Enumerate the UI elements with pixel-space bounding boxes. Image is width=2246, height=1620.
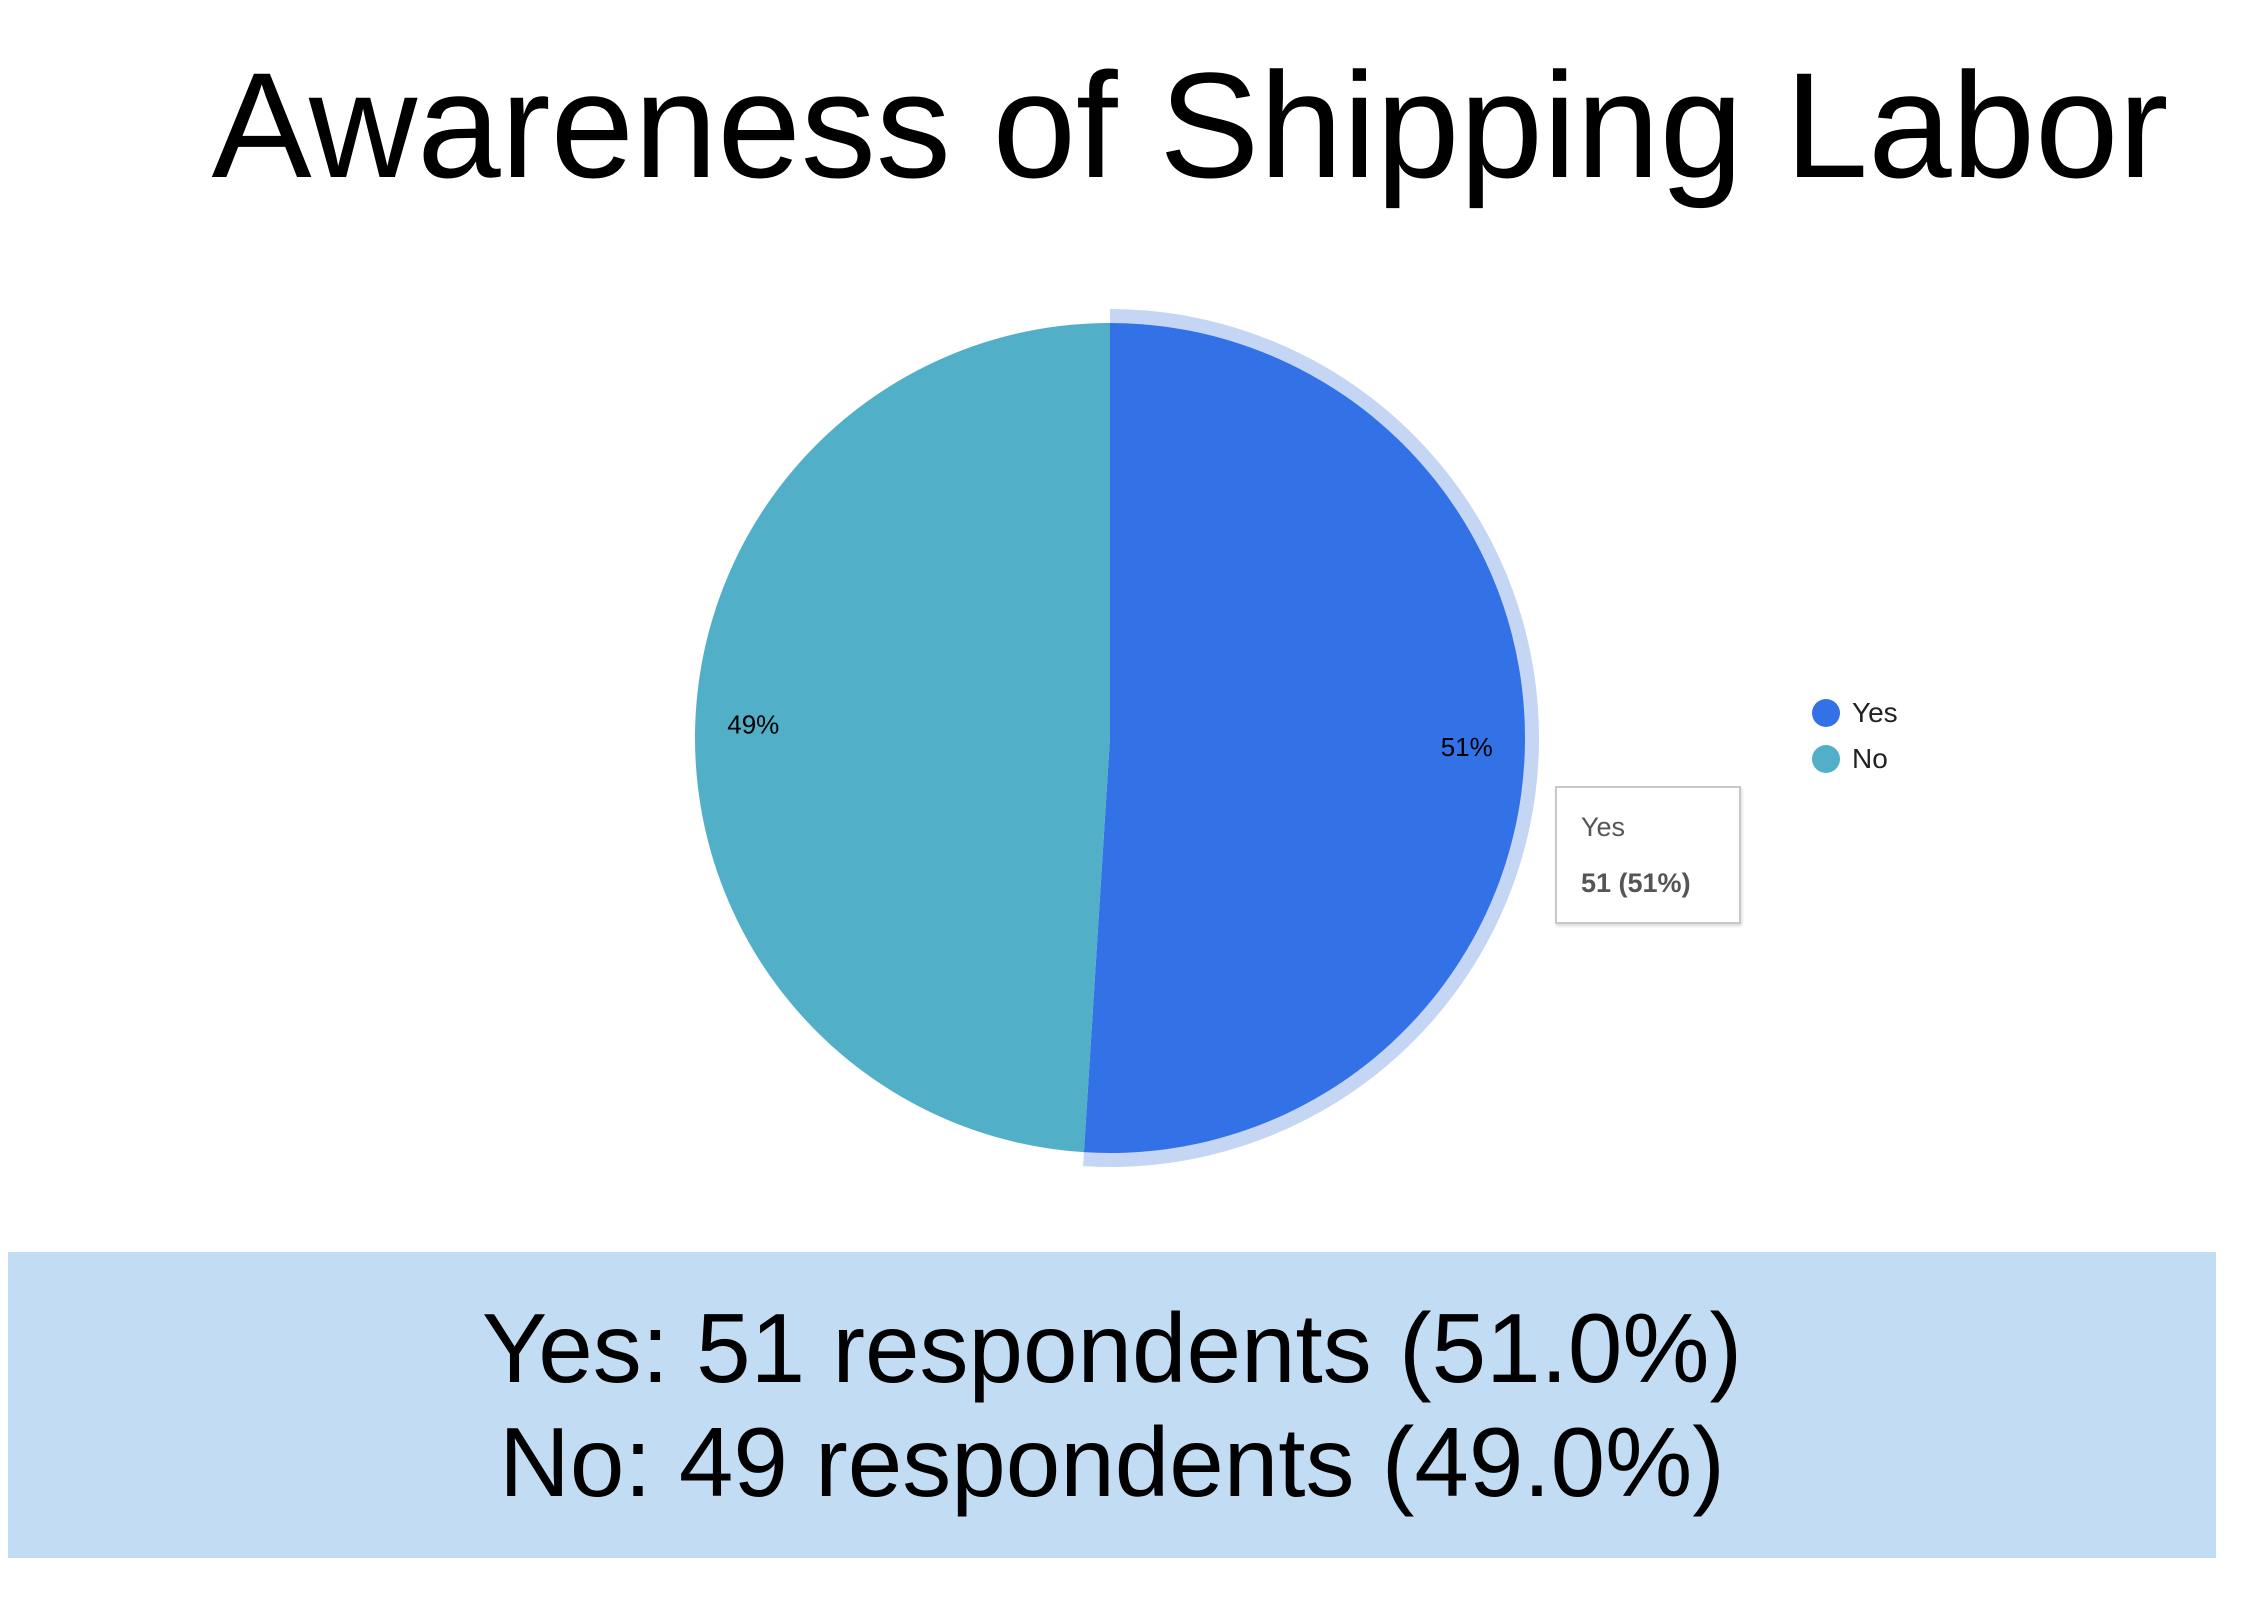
legend-label-yes: Yes [1852, 697, 1898, 728]
pie-slice-label-yes: 51% [1441, 732, 1493, 762]
tooltip-series-value: 51 (51%) [1581, 868, 1691, 898]
legend-item-yes[interactable]: Yes [1812, 690, 1898, 736]
summary-line-yes: Yes: 51 respondents (51.0%) [481, 1293, 1743, 1403]
legend-label-no: No [1852, 743, 1888, 774]
chart-tooltip: Yes 51 (51%) [1555, 786, 1741, 924]
legend-swatch-no [1812, 745, 1840, 773]
summary-line-no: No: 49 respondents (49.0%) [499, 1407, 1725, 1517]
legend-item-no[interactable]: No [1812, 736, 1898, 782]
summary-box: Yes: 51 respondents (51.0%) No: 49 respo… [8, 1252, 2216, 1558]
chart-title: Awareness of Shipping Labor [211, 41, 2169, 209]
pie-slice-no[interactable] [694, 323, 1110, 1153]
chart-legend: Yes No [1812, 690, 1898, 782]
tooltip-series-name: Yes [1581, 812, 1626, 842]
pie-slice-yes[interactable] [1083, 323, 1525, 1153]
pie-slice-label-no: 49% [727, 710, 779, 740]
legend-swatch-yes [1812, 699, 1840, 727]
